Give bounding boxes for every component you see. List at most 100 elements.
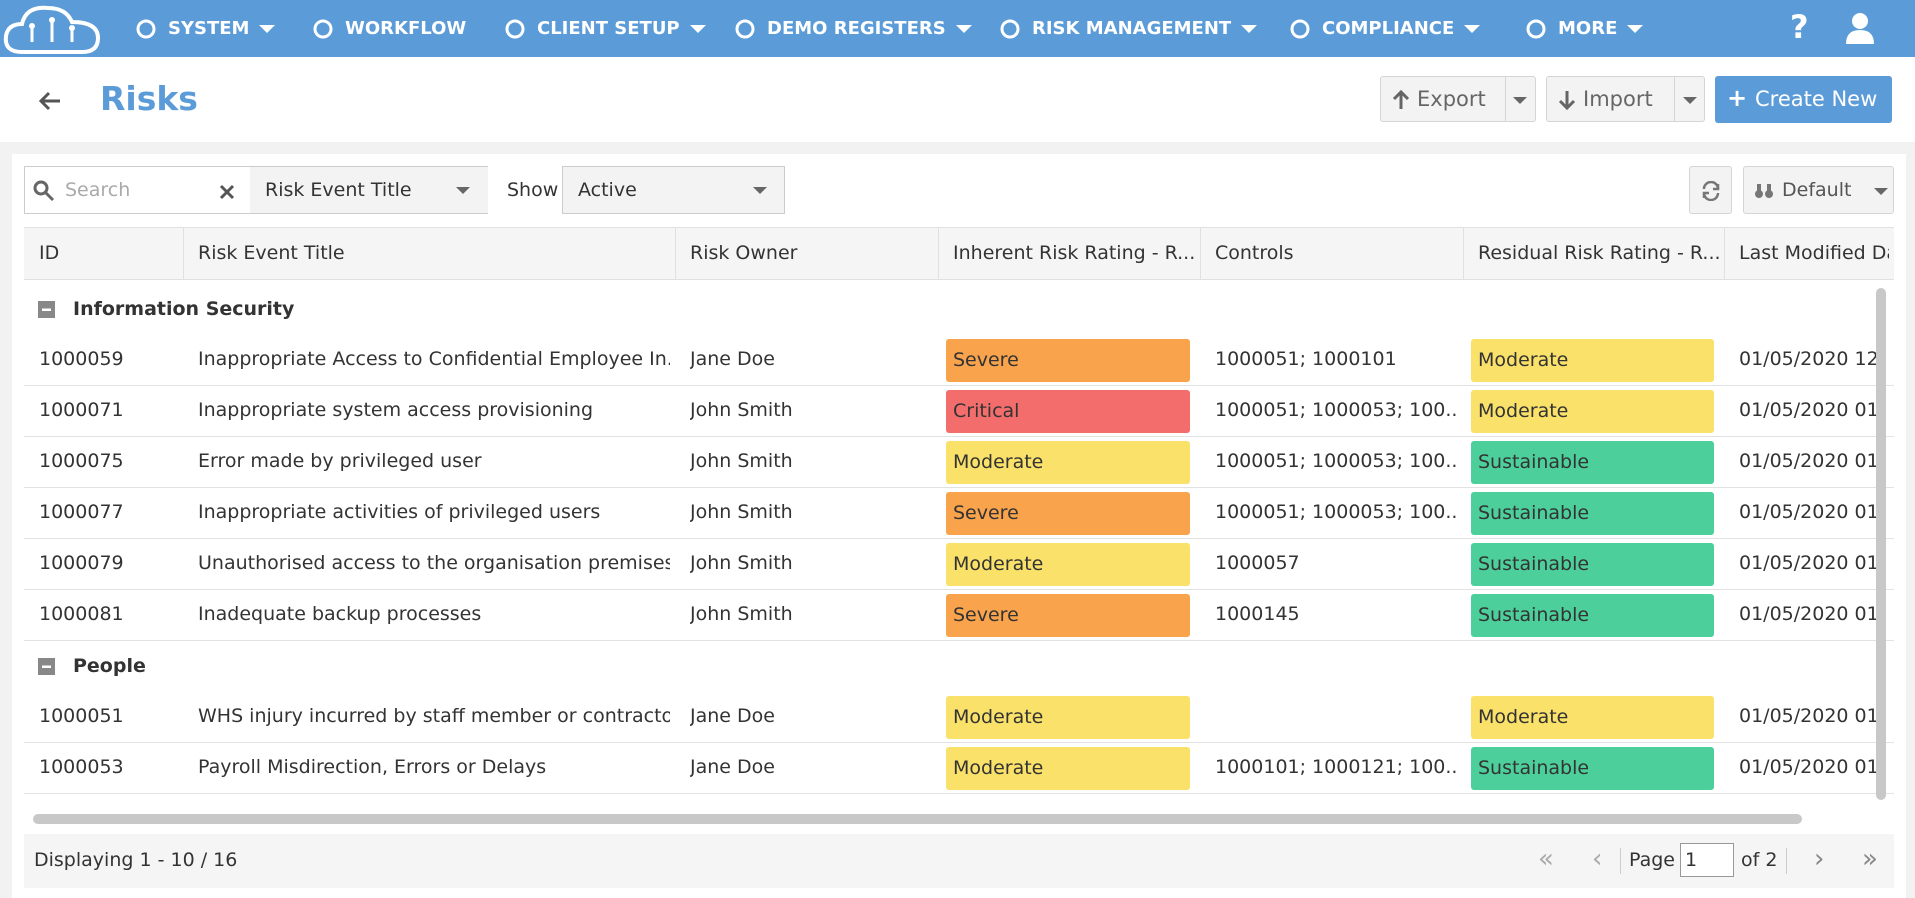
rating-badge: Severe [946,339,1190,382]
rating-label: Severe [953,604,1019,626]
cell-text: Inappropriate system access provisioning [198,399,594,421]
cell-text: 01/05/2020 01 [1739,756,1879,778]
table-row[interactable]: 1000077 Inappropriate activities of privi… [24,488,1894,539]
table-row[interactable]: 1000075 Error made by privileged user John… [24,437,1894,488]
divider [1786,848,1787,874]
field-select[interactable]: Risk Event Title [250,167,488,213]
cell-text: Unauthorised access to the organisation … [198,552,670,574]
rating-label: Moderate [1478,349,1569,371]
export-button[interactable]: Export [1380,76,1536,122]
nav-item[interactable]: MORE [1524,0,1644,57]
view-value: Default [1782,179,1852,201]
footer: Displaying 1 - 10 / 16 « ‹ Page 1 of 2 ›… [24,834,1894,888]
caret [1874,188,1888,195]
user-icon[interactable] [1845,12,1875,44]
nav-label: MORE [1558,18,1618,39]
rating-badge: Moderate [946,747,1190,790]
import-button[interactable]: Import [1546,76,1705,122]
rating-label: Moderate [953,553,1044,575]
create-button[interactable]: + Create New [1715,76,1892,123]
table-row[interactable]: 1000053 Payroll Misdirection, Errors or D… [24,743,1894,794]
help[interactable]: ? [1790,8,1809,46]
refresh-button[interactable] [1689,166,1732,214]
cell-text: 1000051; 1000053; 100... [1215,501,1458,523]
column-header[interactable] [938,228,1200,279]
group-name: Information Security [73,298,295,320]
cell-text: 1000071 [39,399,124,421]
page-input[interactable]: 1 [1680,843,1734,877]
page-total: of 2 [1741,849,1778,871]
nav-item[interactable]: COMPLIANCE [1288,0,1481,57]
rating-badge: Sustainable [1471,747,1714,790]
rating-label: Moderate [953,757,1044,779]
nav-item[interactable]: WORKFLOW [311,0,466,57]
next-page[interactable]: › [1814,844,1825,874]
back-arrow[interactable] [38,91,62,111]
table-header: ID Risk Event Title Risk Owner Inherent Ris… [24,227,1894,280]
prev-page[interactable]: ‹ [1592,844,1603,874]
rating-label: Moderate [953,451,1044,473]
cell-text: 01/05/2020 12 [1739,348,1879,370]
table-row[interactable]: 1000059 Inappropriate Access to Confident… [24,335,1894,386]
column-header[interactable] [183,228,675,279]
cell-text: 1000051; 1000053; 100... [1215,450,1458,472]
logo[interactable] [2,2,102,56]
cell-text: 1000051 [39,705,124,727]
table-row[interactable]: 1000051 WHS injury incurred by staff memb… [24,692,1894,743]
column-header[interactable] [1200,228,1463,279]
horizontal-scrollbar[interactable] [33,814,1802,824]
rating-badge: Sustainable [1471,543,1714,586]
rating-badge: Critical [946,390,1190,433]
caret [689,24,706,33]
nav-item[interactable]: SYSTEM [134,0,276,57]
collapse-icon[interactable] [38,658,55,675]
field-value: Risk Event Title [265,179,412,201]
nav-item[interactable]: CLIENT SETUP [503,0,706,57]
column-header[interactable] [1463,228,1724,279]
search-box[interactable]: Search Risk Event Title [24,166,488,214]
column-title: ID [39,242,60,264]
column-header[interactable] [675,228,938,279]
cell-text: 1000145 [1215,603,1300,625]
last-page[interactable]: » [1862,844,1878,874]
rating-label: Severe [953,502,1019,524]
collapse-icon[interactable] [38,301,55,318]
first-page[interactable]: « [1538,844,1554,874]
rating-label: Sustainable [1478,451,1590,473]
cell-text: 1000051; 1000053; 100... [1215,399,1458,421]
table-row[interactable]: 1000079 Unauthorised access to the organi… [24,539,1894,590]
divider [1505,77,1506,121]
nav-item[interactable]: RISK MANAGEMENT [998,0,1258,57]
column-header[interactable] [1724,228,1894,279]
rating-badge: Severe [946,594,1190,637]
vertical-scrollbar[interactable] [1876,288,1886,800]
nav-icon [136,19,156,38]
rating-label: Sustainable [1478,502,1590,524]
view-button[interactable]: Default [1743,166,1894,214]
cell-text: 01/05/2020 01 [1739,450,1879,472]
show-select[interactable]: Active [562,166,785,214]
create-label: Create New [1755,87,1878,111]
table-row[interactable]: 1000081 Inadequate backup processes John S… [24,590,1894,641]
page-label: Page [1629,849,1675,871]
table-row[interactable]: 1000071 Inappropriate system access provi… [24,386,1894,437]
nav-bar: SYSTEM WORKFLOW CLIENT SETUP DEMO REGISTERS… [0,0,1915,57]
rating-label: Moderate [1478,706,1569,728]
rating-label: Severe [953,349,1019,371]
panel: Search Risk Event Title Show Active Defa… [12,154,1906,898]
caret [1683,97,1697,104]
nav-label: WORKFLOW [345,18,467,39]
divider [1674,77,1675,121]
cell-text: John Smith [690,450,793,472]
show-value: Active [578,179,637,201]
cell-text: Jane Doe [690,756,775,778]
group-row[interactable]: People [24,641,1894,692]
nav-label: DEMO REGISTERS [767,18,946,39]
nav-item[interactable]: DEMO REGISTERS [733,0,972,57]
group-row[interactable]: Information Security [24,284,1894,335]
cell-text: WHS injury incurred by staff member or c… [198,705,670,727]
clear-icon[interactable] [219,184,235,200]
cell-text: 1000079 [39,552,124,574]
rating-label: Sustainable [1478,757,1590,779]
